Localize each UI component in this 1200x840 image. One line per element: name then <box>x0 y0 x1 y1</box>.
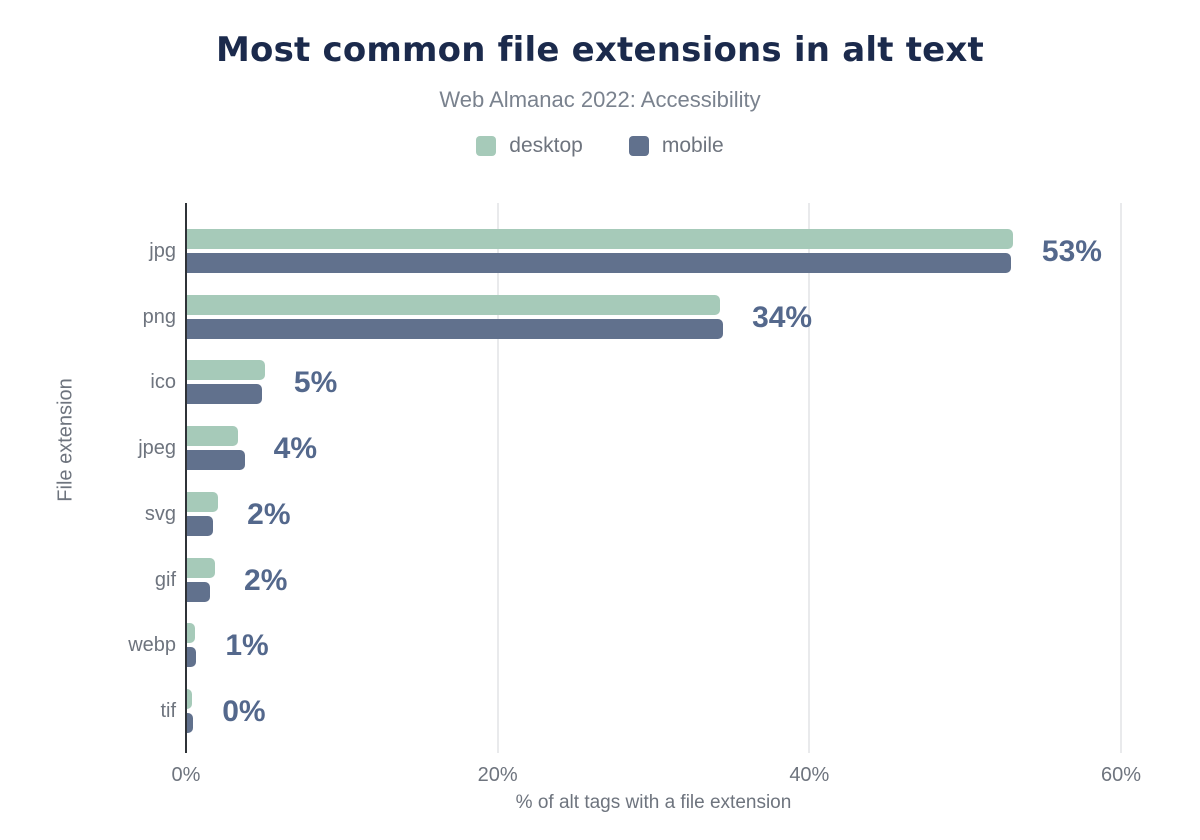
legend-item-mobile: mobile <box>628 134 724 158</box>
x-tick-label: 60% <box>1100 764 1142 786</box>
value-label-png: 34% <box>752 300 813 334</box>
bar-mobile-jpg <box>187 253 1012 273</box>
chart-subtitle: Web Almanac 2022: Accessibility <box>439 87 761 112</box>
bar-desktop-gif <box>187 557 216 578</box>
x-tick-label: 0% <box>171 764 201 786</box>
value-label-webp: 1% <box>225 629 269 663</box>
bar-desktop-svg <box>187 491 219 512</box>
value-label-tif: 0% <box>222 694 266 728</box>
x-tick-label: 20% <box>477 764 518 786</box>
y-axis-line <box>185 203 187 753</box>
category-label-gif: gif <box>154 568 176 591</box>
bar-mobile-webp <box>187 647 197 668</box>
bar-desktop-png <box>187 294 720 315</box>
bar-mobile-jpeg <box>187 450 245 471</box>
x-tick-label: 40% <box>789 764 830 786</box>
bar-mobile-png <box>187 318 724 339</box>
bar-desktop-ico <box>187 360 265 381</box>
bar-mobile-ico <box>187 384 262 405</box>
bar-mobile-gif <box>187 581 211 602</box>
y-axis-title: File extension <box>54 378 77 502</box>
value-label-jpg: 53% <box>1041 235 1102 268</box>
value-label-svg: 2% <box>247 497 291 531</box>
mobile-swatch-icon <box>628 136 649 156</box>
bar-desktop-jpeg <box>187 426 239 447</box>
category-label-tif: tif <box>160 699 176 722</box>
gridline-60% <box>1120 203 1122 753</box>
category-label-svg: svg <box>144 502 176 525</box>
category-label-webp: webp <box>128 634 176 657</box>
category-label-png: png <box>142 305 176 328</box>
value-label-jpeg: 4% <box>273 432 318 466</box>
value-label-ico: 5% <box>293 366 338 400</box>
category-label-jpg: jpg <box>149 240 176 262</box>
legend: desktop mobile <box>0 134 1200 158</box>
bar-mobile-tif <box>187 712 194 733</box>
gridline-20% <box>496 203 499 753</box>
bar-desktop-jpg <box>187 229 1013 249</box>
legend-item-desktop: desktop <box>476 134 583 158</box>
value-label-gif: 2% <box>244 563 288 597</box>
bar-desktop-tif <box>187 688 192 709</box>
category-label-jpeg: jpeg <box>138 437 176 460</box>
desktop-swatch-icon <box>476 136 497 156</box>
bar-desktop-webp <box>187 623 195 644</box>
category-label-ico: ico <box>150 371 176 394</box>
chart-title: Most common file extensions in alt text <box>215 30 984 70</box>
legend-label-desktop: desktop <box>509 134 583 157</box>
bar-mobile-svg <box>187 515 214 536</box>
legend-label-mobile: mobile <box>661 134 724 157</box>
x-axis-title: % of alt tags with a file extension <box>515 792 792 813</box>
gridline-40% <box>808 203 811 753</box>
